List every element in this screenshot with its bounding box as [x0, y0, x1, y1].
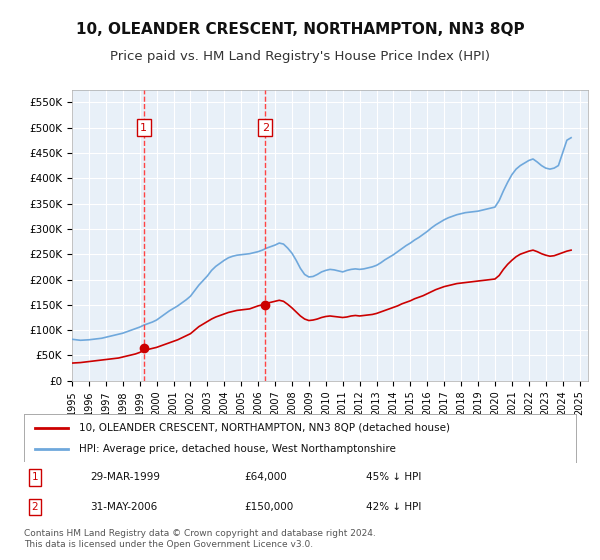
Text: £64,000: £64,000 [245, 473, 287, 482]
Text: 1: 1 [32, 473, 38, 482]
Text: 1: 1 [140, 123, 147, 133]
Text: 2: 2 [32, 502, 38, 512]
Text: 29-MAR-1999: 29-MAR-1999 [90, 473, 160, 482]
Text: 10, OLEANDER CRESCENT, NORTHAMPTON, NN3 8QP (detached house): 10, OLEANDER CRESCENT, NORTHAMPTON, NN3 … [79, 423, 450, 433]
Text: 42% ↓ HPI: 42% ↓ HPI [366, 502, 422, 512]
Text: HPI: Average price, detached house, West Northamptonshire: HPI: Average price, detached house, West… [79, 444, 396, 454]
Text: Contains HM Land Registry data © Crown copyright and database right 2024.
This d: Contains HM Land Registry data © Crown c… [24, 529, 376, 549]
Text: Price paid vs. HM Land Registry's House Price Index (HPI): Price paid vs. HM Land Registry's House … [110, 50, 490, 63]
Text: £150,000: £150,000 [245, 502, 294, 512]
Text: 10, OLEANDER CRESCENT, NORTHAMPTON, NN3 8QP: 10, OLEANDER CRESCENT, NORTHAMPTON, NN3 … [76, 22, 524, 38]
Text: 31-MAY-2006: 31-MAY-2006 [90, 502, 157, 512]
Text: 2: 2 [262, 123, 269, 133]
Text: 45% ↓ HPI: 45% ↓ HPI [366, 473, 422, 482]
